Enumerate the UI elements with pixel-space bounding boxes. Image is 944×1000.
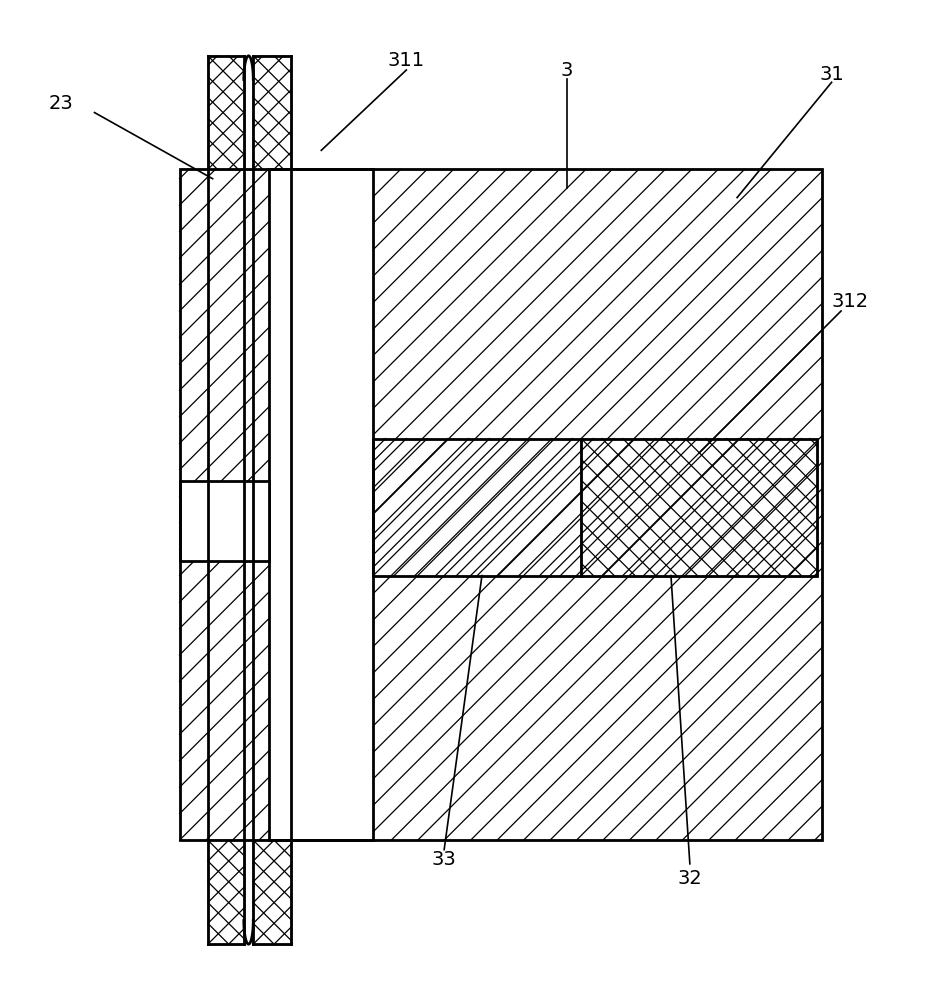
Text: 33: 33 <box>431 850 456 869</box>
Polygon shape <box>581 439 817 576</box>
Polygon shape <box>253 56 291 169</box>
Polygon shape <box>208 56 244 169</box>
Text: 312: 312 <box>831 292 868 311</box>
Polygon shape <box>208 56 244 169</box>
Polygon shape <box>373 439 581 576</box>
Polygon shape <box>208 56 244 169</box>
Polygon shape <box>253 840 291 944</box>
Text: 31: 31 <box>818 65 843 84</box>
Polygon shape <box>253 56 291 169</box>
Polygon shape <box>253 56 291 169</box>
Polygon shape <box>269 169 373 840</box>
Polygon shape <box>253 840 291 944</box>
Polygon shape <box>179 481 269 561</box>
Polygon shape <box>179 169 821 840</box>
Polygon shape <box>253 840 291 944</box>
Text: 3: 3 <box>560 61 573 80</box>
Text: 23: 23 <box>49 94 74 113</box>
Text: 311: 311 <box>387 51 425 70</box>
Polygon shape <box>208 840 244 944</box>
Polygon shape <box>208 840 244 944</box>
Polygon shape <box>581 439 817 576</box>
Text: 32: 32 <box>677 868 701 888</box>
Polygon shape <box>581 439 817 576</box>
Polygon shape <box>208 840 244 944</box>
